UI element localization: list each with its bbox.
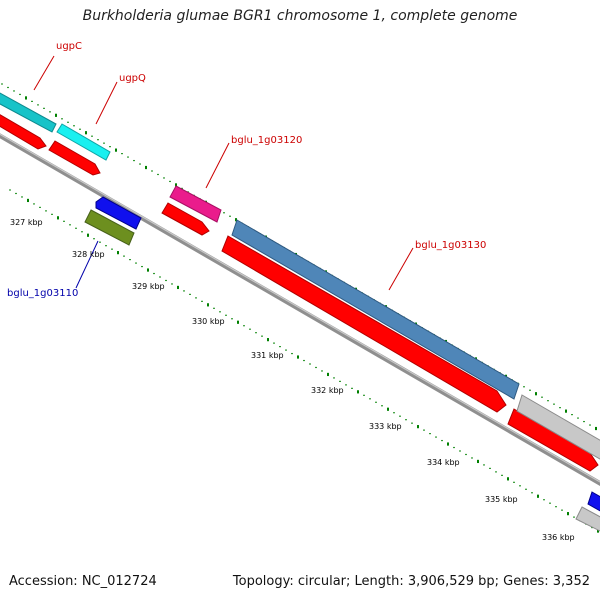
gene-label[interactable]: bglu_1g03110 <box>7 288 78 299</box>
scale-label: 335 kbp <box>485 495 518 504</box>
gene-bar-reverse-olive[interactable] <box>84 209 135 246</box>
scale-label: 336 kbp <box>542 533 575 542</box>
gene-bar-ugpC[interactable] <box>0 82 57 133</box>
leader-line <box>205 142 230 189</box>
gene-bar-bglu_1g03130[interactable] <box>231 219 520 400</box>
gene-arrow-edge-blue[interactable] <box>587 491 600 512</box>
scale-label: 329 kbp <box>132 282 165 291</box>
sequence-backbone-highlight <box>0 133 600 483</box>
gene-labels: ugpC ugpQ bglu_1g03120 bglu_1g03130 bglu… <box>7 41 486 299</box>
accession-text: Accession: NC_012724 <box>9 574 157 589</box>
gene-label[interactable]: bglu_1g03120 <box>231 135 302 146</box>
leader-line <box>33 55 55 91</box>
gene-label[interactable]: ugpC <box>56 41 82 52</box>
gene-track <box>0 82 600 532</box>
scale-labels: 327 kbp 328 kbp 329 kbp 330 kbp 331 kbp … <box>10 218 575 542</box>
topology-text: Topology: circular; Length: 3,906,529 bp… <box>232 574 590 589</box>
map-title: Burkholderia glumae BGR1 chromosome 1, c… <box>82 8 518 24</box>
cds-arrow[interactable] <box>221 235 507 413</box>
scale-label: 334 kbp <box>427 458 460 467</box>
gene-bar-unlabeled-grey[interactable] <box>516 394 600 462</box>
leader-line <box>388 247 414 291</box>
gene-label[interactable]: bglu_1g03130 <box>415 240 486 251</box>
scale-label: 328 kbp <box>72 250 105 259</box>
scale-label: 330 kbp <box>192 317 225 326</box>
cds-arrow[interactable] <box>161 202 210 236</box>
cds-track <box>0 103 599 472</box>
gene-bar-ugpQ[interactable] <box>56 123 111 161</box>
scale-label: 327 kbp <box>10 218 43 227</box>
cds-arrow[interactable] <box>0 103 47 150</box>
cds-arrow[interactable] <box>48 140 101 176</box>
gene-label[interactable]: ugpQ <box>119 73 146 84</box>
scale-label: 333 kbp <box>369 422 402 431</box>
scale-label: 331 kbp <box>251 351 284 360</box>
leader-line <box>95 81 118 125</box>
gene-arrow-reverse-blue[interactable] <box>95 196 142 230</box>
scale-label: 332 kbp <box>311 386 344 395</box>
leader-line <box>75 240 99 289</box>
gene-bar-edge-grey[interactable] <box>575 506 600 532</box>
sequence-backbone <box>0 133 600 487</box>
scale-ticks-inner <box>9 189 599 533</box>
gene-bar-bglu_1g03120[interactable] <box>169 185 222 223</box>
